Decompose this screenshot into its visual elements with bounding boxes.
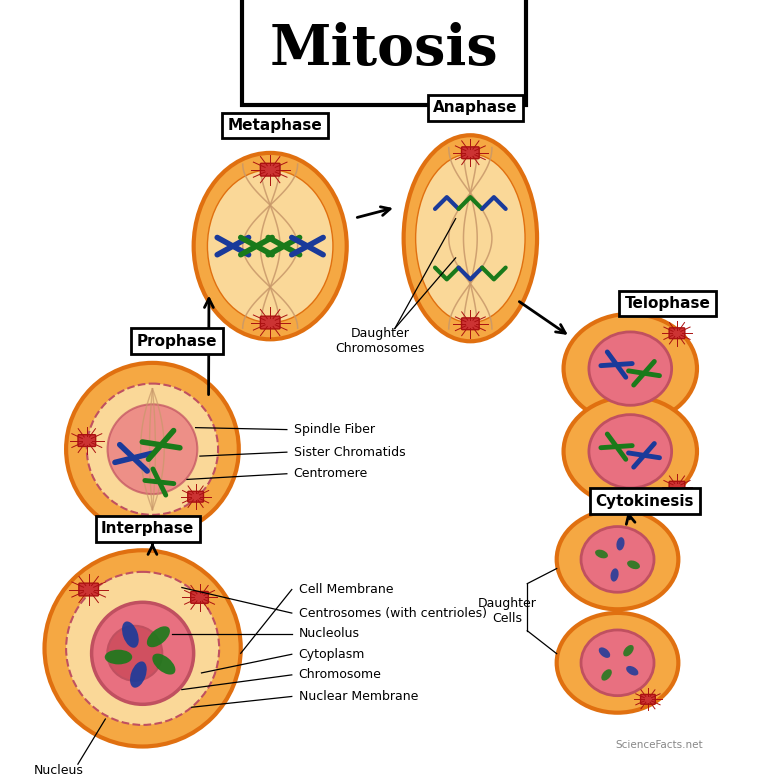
Ellipse shape [87,383,218,515]
Text: Chromosome: Chromosome [299,669,382,681]
Ellipse shape [626,666,638,676]
Ellipse shape [617,537,624,551]
FancyBboxPatch shape [669,328,685,339]
Text: Daughter
Cells: Daughter Cells [478,597,537,625]
Ellipse shape [91,602,194,704]
Ellipse shape [599,647,611,658]
Ellipse shape [108,626,162,681]
Ellipse shape [581,630,654,696]
Text: Nucleus: Nucleus [33,764,83,777]
FancyBboxPatch shape [462,147,479,159]
Ellipse shape [589,415,672,488]
Text: Metaphase: Metaphase [228,118,323,133]
Text: Telophase: Telophase [624,296,710,311]
Text: Cytoplasm: Cytoplasm [299,647,365,661]
Ellipse shape [557,509,678,609]
Ellipse shape [152,654,175,675]
Ellipse shape [66,572,219,725]
Text: Nuclear Membrane: Nuclear Membrane [299,690,418,703]
FancyBboxPatch shape [260,163,280,176]
Text: Spindle Fiber: Spindle Fiber [293,423,375,436]
FancyBboxPatch shape [78,435,96,447]
Ellipse shape [104,650,132,665]
Ellipse shape [207,169,333,323]
Text: Nucleolus: Nucleolus [299,627,359,640]
Ellipse shape [147,626,170,647]
Text: ScienceFacts.net: ScienceFacts.net [616,740,703,751]
Text: Centrosomes (with centrioles): Centrosomes (with centrioles) [299,607,487,619]
Ellipse shape [130,662,147,688]
Ellipse shape [45,551,240,747]
Ellipse shape [627,561,640,569]
Ellipse shape [108,405,197,494]
FancyBboxPatch shape [187,491,204,502]
Ellipse shape [404,135,537,341]
Text: Centromere: Centromere [293,467,368,480]
FancyBboxPatch shape [79,583,98,596]
Ellipse shape [415,154,525,323]
FancyBboxPatch shape [260,316,280,329]
Text: Mitosis: Mitosis [270,23,498,77]
Ellipse shape [601,669,612,681]
Text: Daughter
Chromosomes: Daughter Chromosomes [336,326,425,355]
Ellipse shape [564,314,697,423]
Ellipse shape [122,622,139,647]
Text: Prophase: Prophase [137,333,217,349]
Text: Sister Chromatids: Sister Chromatids [293,446,406,458]
Ellipse shape [194,153,346,339]
Ellipse shape [611,569,619,582]
FancyBboxPatch shape [190,591,208,603]
FancyBboxPatch shape [669,481,685,492]
Ellipse shape [66,363,239,536]
Ellipse shape [564,397,697,506]
Text: Cell Membrane: Cell Membrane [299,583,393,596]
Text: Anaphase: Anaphase [433,100,518,116]
Text: Interphase: Interphase [101,521,194,537]
FancyBboxPatch shape [462,318,479,330]
Ellipse shape [623,645,634,656]
Ellipse shape [595,550,608,558]
Ellipse shape [557,613,678,713]
Ellipse shape [589,332,672,405]
Ellipse shape [581,526,654,592]
FancyBboxPatch shape [641,694,655,704]
Text: Cytokinesis: Cytokinesis [596,494,694,508]
